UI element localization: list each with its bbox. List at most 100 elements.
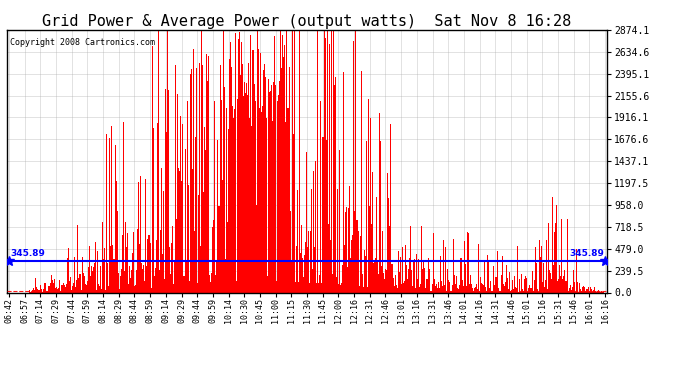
Bar xyxy=(161,168,162,292)
Bar xyxy=(366,141,367,292)
Bar xyxy=(549,270,550,292)
Bar xyxy=(162,254,163,292)
Bar xyxy=(541,246,542,292)
Bar xyxy=(130,278,131,292)
Bar xyxy=(201,30,202,292)
Bar xyxy=(377,262,378,292)
Bar xyxy=(248,63,249,292)
Bar xyxy=(87,280,88,292)
Bar xyxy=(412,286,413,292)
Bar xyxy=(225,259,226,292)
Bar xyxy=(172,226,173,292)
Bar xyxy=(271,85,272,292)
Bar xyxy=(166,132,167,292)
Bar xyxy=(176,219,177,292)
Bar xyxy=(359,236,361,292)
Bar xyxy=(207,81,208,292)
Bar xyxy=(470,275,471,292)
Bar xyxy=(125,222,126,292)
Bar xyxy=(455,284,456,292)
Bar xyxy=(573,270,574,292)
Bar xyxy=(583,286,584,292)
Bar xyxy=(575,249,577,292)
Bar xyxy=(550,273,551,292)
Bar xyxy=(414,259,415,292)
Bar xyxy=(558,279,560,292)
Bar xyxy=(121,235,123,292)
Bar xyxy=(553,264,554,292)
Bar xyxy=(32,290,33,292)
Bar xyxy=(194,231,195,292)
Bar xyxy=(109,138,110,292)
Bar xyxy=(514,276,515,292)
Bar xyxy=(101,289,102,292)
Bar xyxy=(250,35,251,292)
Bar xyxy=(572,287,573,292)
Bar xyxy=(265,77,266,292)
Bar xyxy=(115,181,117,292)
Bar xyxy=(500,291,501,292)
Bar xyxy=(275,85,276,292)
Bar xyxy=(72,286,73,292)
Bar xyxy=(546,240,547,292)
Bar xyxy=(303,277,304,292)
Bar xyxy=(571,290,572,292)
Bar xyxy=(525,276,526,292)
Bar xyxy=(458,289,460,292)
Bar xyxy=(182,124,184,292)
Bar xyxy=(379,113,380,292)
Bar xyxy=(68,248,69,292)
Bar xyxy=(127,233,128,292)
Bar xyxy=(581,291,582,292)
Bar xyxy=(542,282,543,292)
Text: 345.89: 345.89 xyxy=(10,249,45,258)
Bar xyxy=(503,284,504,292)
Bar xyxy=(171,243,172,292)
Bar xyxy=(444,285,445,292)
Bar xyxy=(268,79,269,292)
Bar xyxy=(272,121,273,292)
Bar xyxy=(46,291,48,292)
Bar xyxy=(333,30,334,292)
Bar xyxy=(210,282,211,292)
Bar xyxy=(306,152,307,292)
Bar xyxy=(523,291,524,292)
Bar xyxy=(383,273,384,292)
Bar xyxy=(33,288,34,292)
Bar xyxy=(221,180,223,292)
Bar xyxy=(180,116,181,292)
Bar xyxy=(190,69,192,292)
Bar xyxy=(512,280,513,292)
Bar xyxy=(341,283,342,292)
Bar xyxy=(435,286,436,292)
Bar xyxy=(128,284,129,292)
Bar xyxy=(420,284,422,292)
Bar xyxy=(517,246,518,292)
Bar xyxy=(551,279,552,292)
Bar xyxy=(158,30,159,292)
Bar xyxy=(233,118,234,292)
Bar xyxy=(228,129,229,292)
Bar xyxy=(515,287,516,292)
Bar xyxy=(273,82,274,292)
Bar xyxy=(135,285,136,292)
Bar xyxy=(117,273,119,292)
Bar xyxy=(406,265,407,292)
Bar xyxy=(249,118,250,292)
Bar xyxy=(278,95,279,292)
Bar xyxy=(67,258,68,292)
Bar xyxy=(505,282,506,292)
Bar xyxy=(318,283,319,292)
Bar xyxy=(203,192,204,292)
Bar xyxy=(85,284,86,292)
Bar xyxy=(478,244,479,292)
Bar xyxy=(346,207,347,292)
Bar xyxy=(231,67,232,292)
Bar xyxy=(243,96,244,292)
Bar xyxy=(539,240,540,292)
Bar xyxy=(342,265,343,292)
Bar xyxy=(479,291,480,292)
Bar xyxy=(91,266,92,292)
Bar xyxy=(295,282,296,292)
Bar xyxy=(569,288,570,292)
